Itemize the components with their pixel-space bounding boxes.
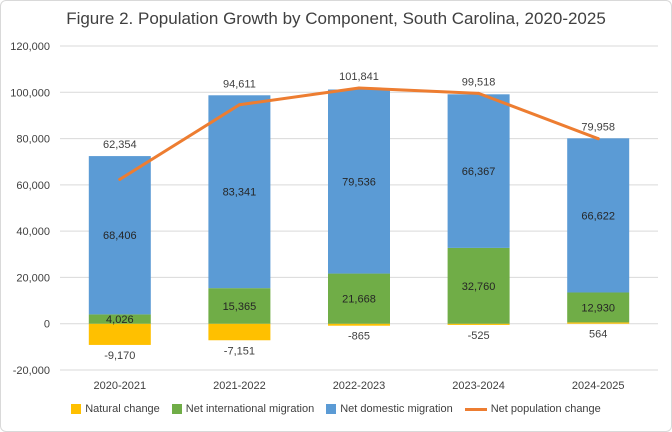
y-tick-label: -20,000 xyxy=(13,365,50,377)
y-tick-label: 120,000 xyxy=(10,41,50,53)
y-tick-label: 80,000 xyxy=(16,134,50,146)
x-tick-label: 2020-2021 xyxy=(93,380,146,392)
data-labels: -9,170 4,026 68,406 -7,151 15,365 83,341 -865 2… xyxy=(103,71,615,362)
bar-domestic-migration xyxy=(208,95,271,289)
bar-international-migration xyxy=(88,314,151,324)
y-tick-label: 20,000 xyxy=(16,272,50,284)
y-axis: -20,000 0 20,000 40,000 60,000 80,000 100,000 1… xyxy=(10,41,50,377)
bar-natural-change xyxy=(88,323,151,345)
bar-domestic-migration xyxy=(88,156,151,315)
data-label-net-change: 101,841 xyxy=(339,71,379,83)
net-change-point xyxy=(596,137,600,141)
legend-label-domestic: Net domestic migration xyxy=(340,403,453,415)
data-label-domestic-migration: 66,367 xyxy=(462,166,496,178)
legend-label-net-change: Net population change xyxy=(490,403,601,415)
data-label-natural-change: -525 xyxy=(468,330,490,342)
chart-title: Figure 2. Population Growth by Component… xyxy=(66,9,606,28)
data-label-domestic-migration: 68,406 xyxy=(103,230,137,242)
net-change-point xyxy=(357,86,361,90)
legend-swatch-international xyxy=(171,404,182,414)
net-change-point xyxy=(477,91,481,95)
legend-swatch-domestic xyxy=(326,404,337,414)
bar-natural-change xyxy=(567,322,630,324)
data-label-international-migration: 21,668 xyxy=(342,294,376,306)
data-label-domestic-migration: 83,341 xyxy=(223,187,257,199)
legend-item-international: Net international migration xyxy=(171,403,315,415)
data-label-domestic-migration: 66,622 xyxy=(581,210,615,222)
data-label-international-migration: 32,760 xyxy=(462,281,496,293)
bar-international-migration xyxy=(447,247,510,324)
bar-international-migration xyxy=(328,273,390,324)
data-label-net-change: 79,958 xyxy=(581,121,615,133)
data-label-international-migration: 12,930 xyxy=(581,302,615,314)
bar-domestic-migration xyxy=(328,89,390,274)
y-tick-label: 40,000 xyxy=(16,226,50,238)
legend-swatch-natural xyxy=(71,404,82,414)
legend-item-natural: Natural change xyxy=(71,403,160,415)
data-label-natural-change: 564 xyxy=(589,329,607,341)
legend: Natural change Net international migrati… xyxy=(0,403,672,415)
y-tick-label: 0 xyxy=(44,319,50,331)
bar-international-migration xyxy=(208,288,271,324)
x-tick-label: 2021-2022 xyxy=(213,380,266,392)
x-tick-label: 2024-2025 xyxy=(572,380,625,392)
bar-international-migration xyxy=(567,292,630,323)
data-label-net-change: 94,611 xyxy=(223,78,256,90)
x-tick-label: 2023-2024 xyxy=(452,380,505,392)
y-tick-label: 60,000 xyxy=(16,180,50,192)
data-label-net-change: 99,518 xyxy=(462,76,496,88)
net-change-point xyxy=(237,103,241,107)
legend-label-natural: Natural change xyxy=(85,403,160,415)
legend-label-international: Net international migration xyxy=(185,403,315,415)
y-tick-label: 100,000 xyxy=(10,87,50,99)
x-tick-label: 2022-2023 xyxy=(333,380,386,392)
legend-item-domestic: Net domestic migration xyxy=(326,403,453,415)
net-change-point xyxy=(118,177,122,181)
data-label-natural-change: -7,151 xyxy=(224,345,255,357)
bars xyxy=(88,89,630,345)
data-label-domestic-migration: 79,536 xyxy=(342,177,376,189)
bar-natural-change xyxy=(447,323,510,325)
data-label-natural-change: -865 xyxy=(348,331,370,343)
x-axis: 2020-2021 2021-2022 2022-2023 2023-2024 2024… xyxy=(93,380,624,392)
net-change-line xyxy=(118,86,600,181)
bar-natural-change xyxy=(208,323,271,341)
bar-natural-change xyxy=(328,323,390,326)
bar-domestic-migration xyxy=(447,94,510,248)
data-label-international-migration: 15,365 xyxy=(223,301,257,313)
data-label-international-migration: 4,026 xyxy=(106,314,134,326)
data-label-natural-change: -9,170 xyxy=(104,350,135,362)
bar-domestic-migration xyxy=(567,138,630,293)
legend-item-net-change: Net population change xyxy=(464,403,601,415)
legend-swatch-net-change xyxy=(464,407,487,411)
data-label-net-change: 62,354 xyxy=(103,139,137,151)
